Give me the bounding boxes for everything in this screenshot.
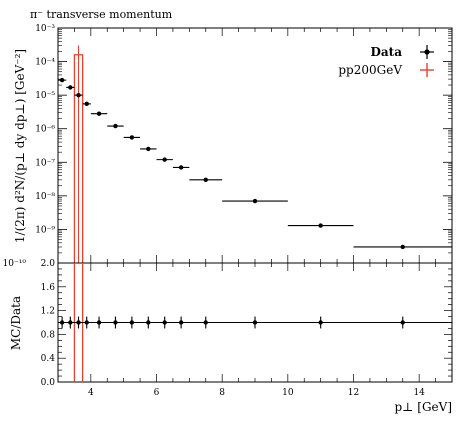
data-point bbox=[68, 85, 73, 90]
y-tick-label: 10⁻⁴ bbox=[35, 58, 55, 68]
data-point bbox=[203, 177, 208, 183]
ratio-y-tick-label: 1.6 bbox=[41, 283, 56, 293]
data-point bbox=[178, 165, 184, 170]
data-point bbox=[129, 135, 135, 140]
ratio-point bbox=[400, 320, 405, 325]
ratio-y-axis-label: MC/Data bbox=[9, 296, 23, 350]
data-point bbox=[96, 111, 102, 116]
y-tick-label: 10⁻⁵ bbox=[35, 91, 55, 101]
x-tick-label: 8 bbox=[219, 388, 225, 398]
y-tick-label-bottom: 10⁻¹⁰ bbox=[3, 259, 27, 269]
x-tick-label: 10 bbox=[282, 388, 294, 398]
ratio-point bbox=[96, 320, 102, 325]
data-point bbox=[400, 244, 405, 250]
x-tick-label: 6 bbox=[154, 388, 160, 398]
legend-marker-mc bbox=[420, 63, 434, 77]
ratio-y-tick-label: 0.0 bbox=[41, 378, 56, 388]
ratio-point bbox=[146, 320, 151, 325]
ratio-y-tick-label: 2.0 bbox=[41, 259, 56, 269]
legend-label-mc: pp200GeV bbox=[338, 63, 402, 77]
data-point bbox=[59, 77, 65, 83]
data-point bbox=[76, 92, 81, 98]
ratio-point bbox=[129, 320, 135, 325]
data-point bbox=[162, 157, 167, 162]
data-point bbox=[146, 146, 151, 152]
y-tick-label: 10⁻³ bbox=[35, 24, 55, 34]
ratio-point bbox=[318, 320, 323, 325]
data-point bbox=[84, 101, 89, 107]
data-point bbox=[318, 223, 323, 228]
ratio-y-tick-label: 0.8 bbox=[41, 330, 56, 340]
x-tick-label: 12 bbox=[348, 388, 359, 398]
ratio-point bbox=[84, 320, 89, 325]
ratio-point bbox=[252, 320, 258, 325]
x-tick-label: 4 bbox=[88, 388, 94, 398]
y-tick-label: 10⁻⁸ bbox=[35, 192, 55, 202]
ratio-plot: 0.0 0.4 0.8 1.2 1.6 2.0 4 6 8 10 12 14 bbox=[41, 259, 453, 398]
legend-marker-data bbox=[420, 45, 434, 59]
ratio-point bbox=[203, 320, 208, 325]
ratio-y-tick-label: 0.4 bbox=[41, 354, 56, 364]
ratio-point bbox=[178, 320, 184, 325]
data-point bbox=[252, 198, 258, 204]
main-plot: 10⁻⁹ 10⁻⁸ 10⁻⁷ 10⁻⁶ 10⁻⁵ 10⁻⁴ 10⁻³ bbox=[35, 24, 453, 264]
ratio-y-tick-label: 1.2 bbox=[41, 307, 55, 317]
ratio-point bbox=[59, 320, 65, 325]
x-tick-label: 14 bbox=[413, 388, 425, 398]
chart-title: π⁻ transverse momentum bbox=[30, 8, 173, 21]
data-point bbox=[113, 123, 118, 129]
ratio-point bbox=[68, 320, 73, 325]
legend: Data pp200GeV bbox=[338, 45, 434, 77]
ratio-point bbox=[76, 320, 81, 325]
y-tick-label: 10⁻⁷ bbox=[35, 158, 55, 168]
y-axis-label: 1/(2π) d²N/(p⊥ dy dp⊥) [GeV⁻²] bbox=[13, 49, 27, 243]
y-tick-label: 10⁻⁶ bbox=[35, 125, 55, 135]
y-tick-label: 10⁻⁹ bbox=[35, 225, 55, 235]
ratio-point bbox=[162, 320, 167, 325]
ratio-point bbox=[113, 320, 118, 325]
legend-label-data: Data bbox=[371, 45, 403, 59]
x-axis-label: p⊥ [GeV] bbox=[395, 400, 453, 414]
